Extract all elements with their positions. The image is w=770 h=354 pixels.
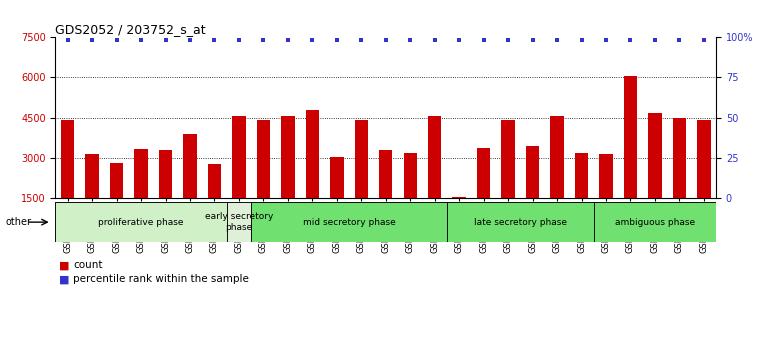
Bar bbox=[697, 120, 711, 239]
Point bbox=[624, 38, 637, 43]
Bar bbox=[159, 150, 172, 239]
Text: ■: ■ bbox=[59, 274, 70, 284]
Bar bbox=[599, 154, 613, 239]
Point bbox=[527, 38, 539, 43]
Point bbox=[282, 38, 294, 43]
Text: late secretory phase: late secretory phase bbox=[474, 218, 567, 227]
Text: mid secretory phase: mid secretory phase bbox=[303, 218, 396, 227]
Point bbox=[453, 38, 465, 43]
Point bbox=[86, 38, 99, 43]
Bar bbox=[648, 113, 661, 239]
Point bbox=[110, 38, 122, 43]
Point bbox=[575, 38, 588, 43]
Bar bbox=[134, 149, 148, 239]
Point bbox=[380, 38, 392, 43]
Bar bbox=[306, 110, 319, 239]
Point bbox=[306, 38, 319, 43]
Bar bbox=[110, 163, 123, 239]
Point bbox=[698, 38, 710, 43]
Point bbox=[477, 38, 490, 43]
Bar bbox=[183, 134, 197, 239]
FancyBboxPatch shape bbox=[447, 202, 594, 242]
Text: early secretory
phase: early secretory phase bbox=[205, 212, 273, 232]
Point bbox=[135, 38, 147, 43]
Point bbox=[649, 38, 661, 43]
Point bbox=[502, 38, 514, 43]
Bar bbox=[256, 120, 270, 239]
Bar bbox=[574, 153, 588, 239]
Point bbox=[159, 38, 172, 43]
FancyBboxPatch shape bbox=[55, 202, 226, 242]
Bar bbox=[85, 154, 99, 239]
Bar bbox=[551, 116, 564, 239]
Text: GDS2052 / 203752_s_at: GDS2052 / 203752_s_at bbox=[55, 23, 206, 36]
Bar bbox=[453, 198, 466, 239]
Text: ■: ■ bbox=[59, 260, 70, 270]
Point bbox=[330, 38, 343, 43]
Bar bbox=[281, 116, 295, 239]
FancyBboxPatch shape bbox=[251, 202, 447, 242]
Bar bbox=[354, 120, 368, 239]
Text: proliferative phase: proliferative phase bbox=[99, 218, 184, 227]
Bar bbox=[428, 116, 441, 239]
Text: count: count bbox=[73, 260, 102, 270]
Bar bbox=[330, 156, 343, 239]
Point bbox=[209, 38, 221, 43]
Point bbox=[184, 38, 196, 43]
Point bbox=[355, 38, 367, 43]
Point bbox=[429, 38, 441, 43]
FancyBboxPatch shape bbox=[594, 202, 716, 242]
Point bbox=[62, 38, 74, 43]
Bar bbox=[379, 150, 393, 239]
Text: ambiguous phase: ambiguous phase bbox=[615, 218, 695, 227]
Point bbox=[404, 38, 417, 43]
Bar bbox=[61, 120, 75, 239]
Bar bbox=[501, 120, 515, 239]
Bar bbox=[673, 118, 686, 239]
Point bbox=[233, 38, 245, 43]
Text: percentile rank within the sample: percentile rank within the sample bbox=[73, 274, 249, 284]
Bar bbox=[477, 148, 490, 239]
Bar bbox=[208, 164, 221, 239]
Bar bbox=[403, 153, 417, 239]
Point bbox=[551, 38, 563, 43]
Text: other: other bbox=[5, 217, 32, 227]
Point bbox=[257, 38, 270, 43]
Point bbox=[673, 38, 685, 43]
Bar bbox=[233, 116, 246, 239]
FancyBboxPatch shape bbox=[226, 202, 251, 242]
Point bbox=[600, 38, 612, 43]
Bar bbox=[624, 76, 638, 239]
Bar bbox=[526, 147, 539, 239]
